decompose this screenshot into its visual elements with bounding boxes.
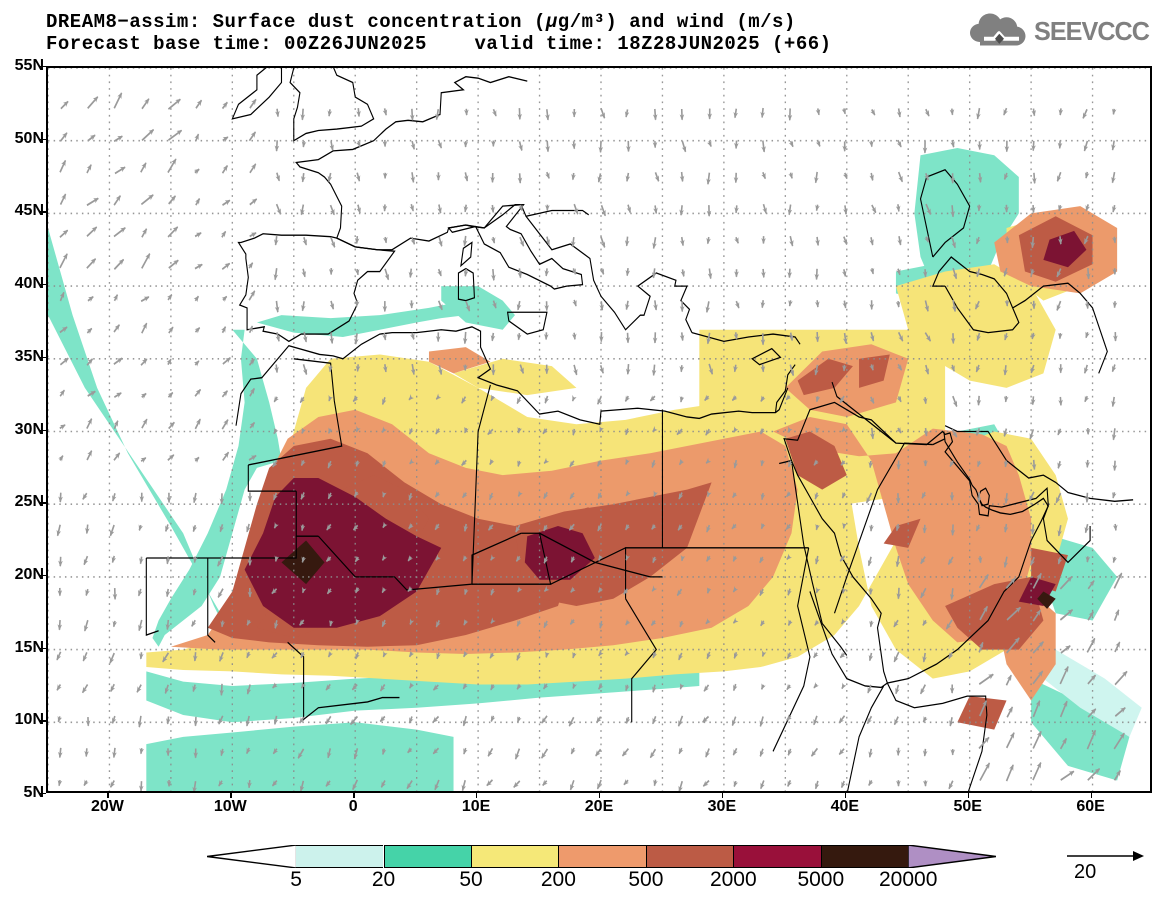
svg-text:SEEVCCC: SEEVCCC [1034,16,1150,46]
